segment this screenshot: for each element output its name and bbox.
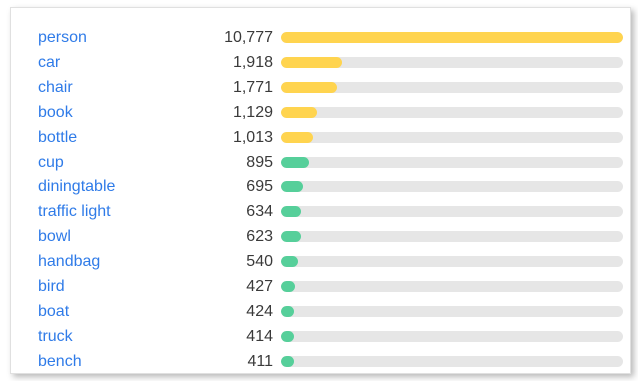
class-count: 1,013 bbox=[232, 128, 273, 146]
class-count: 10,777 bbox=[224, 29, 273, 46]
count-bar-track bbox=[281, 206, 623, 218]
class-row: bottle 1,013 bbox=[11, 125, 630, 150]
class-row: boat 424 bbox=[11, 299, 630, 324]
class-label-link[interactable]: book bbox=[38, 103, 73, 121]
count-bar-fill bbox=[281, 305, 294, 317]
count-bar-track bbox=[281, 56, 623, 68]
count-bar-fill bbox=[281, 281, 295, 292]
class-label-link[interactable]: bowl bbox=[38, 228, 71, 246]
class-label-link[interactable]: person bbox=[38, 29, 87, 46]
count-bar-track bbox=[281, 231, 623, 243]
count-bar-fill bbox=[281, 231, 301, 243]
count-bar-fill bbox=[281, 330, 294, 342]
count-bar-track bbox=[281, 156, 623, 168]
class-row: handbag 540 bbox=[11, 249, 630, 274]
class-label-link[interactable]: chair bbox=[38, 78, 73, 96]
count-bar-track bbox=[281, 106, 623, 118]
count-bar-track bbox=[281, 181, 623, 193]
count-bar-fill bbox=[281, 156, 309, 168]
count-bar-track bbox=[281, 131, 623, 143]
class-label-link[interactable]: bird bbox=[38, 278, 65, 295]
class-count: 427 bbox=[246, 278, 273, 295]
count-bar-track bbox=[281, 330, 623, 342]
class-row: diningtable 695 bbox=[11, 174, 630, 199]
class-count-panel: person 10,777 car 1,918 chair 1,771 book 1,129 b… bbox=[10, 7, 631, 374]
class-label-link[interactable]: bottle bbox=[38, 128, 78, 146]
count-bar-fill bbox=[281, 355, 294, 367]
class-row: car 1,918 bbox=[11, 50, 630, 75]
count-bar-fill bbox=[281, 32, 623, 43]
count-bar-fill bbox=[281, 56, 342, 68]
class-label-link[interactable]: boat bbox=[38, 302, 70, 320]
class-row: truck 414 bbox=[11, 324, 630, 349]
count-bar-track bbox=[281, 81, 623, 93]
class-count: 414 bbox=[246, 327, 273, 345]
count-bar-fill bbox=[281, 106, 317, 118]
count-bar-track bbox=[281, 355, 623, 367]
class-row: book 1,129 bbox=[11, 100, 630, 125]
class-row: chair 1,771 bbox=[11, 75, 630, 100]
count-bar-track bbox=[281, 256, 623, 268]
class-count: 411 bbox=[247, 352, 273, 370]
count-bar-fill bbox=[281, 81, 337, 93]
count-bar-track bbox=[281, 32, 623, 43]
count-bar-fill bbox=[281, 256, 298, 268]
class-label-link[interactable]: bench bbox=[38, 352, 82, 370]
class-row: bench 411 bbox=[11, 349, 630, 373]
class-label-link[interactable]: cup bbox=[38, 153, 64, 171]
count-bar-track bbox=[281, 305, 623, 317]
class-label-link[interactable]: traffic light bbox=[38, 203, 111, 221]
count-bar-track bbox=[281, 281, 623, 292]
count-bar-fill bbox=[281, 131, 313, 143]
class-count: 895 bbox=[246, 153, 273, 171]
class-label-link[interactable]: handbag bbox=[38, 253, 101, 271]
class-row: cup 895 bbox=[11, 150, 630, 175]
class-count: 1,129 bbox=[232, 103, 273, 121]
class-row: bowl 623 bbox=[11, 224, 630, 249]
class-count: 424 bbox=[246, 302, 273, 320]
class-row: person 10,777 bbox=[11, 25, 630, 50]
count-bar-fill bbox=[281, 181, 303, 193]
count-bar-fill bbox=[281, 206, 301, 218]
class-count: 540 bbox=[246, 253, 273, 271]
class-count: 695 bbox=[246, 178, 273, 196]
class-label-link[interactable]: car bbox=[38, 53, 61, 71]
class-count: 1,918 bbox=[232, 53, 273, 71]
class-count: 1,771 bbox=[232, 78, 273, 96]
class-count: 623 bbox=[246, 228, 273, 246]
class-row: bird 427 bbox=[11, 274, 630, 299]
class-label-link[interactable]: truck bbox=[38, 327, 73, 345]
class-row: traffic light 634 bbox=[11, 199, 630, 224]
class-count: 634 bbox=[246, 203, 273, 221]
class-label-link[interactable]: diningtable bbox=[38, 178, 116, 196]
